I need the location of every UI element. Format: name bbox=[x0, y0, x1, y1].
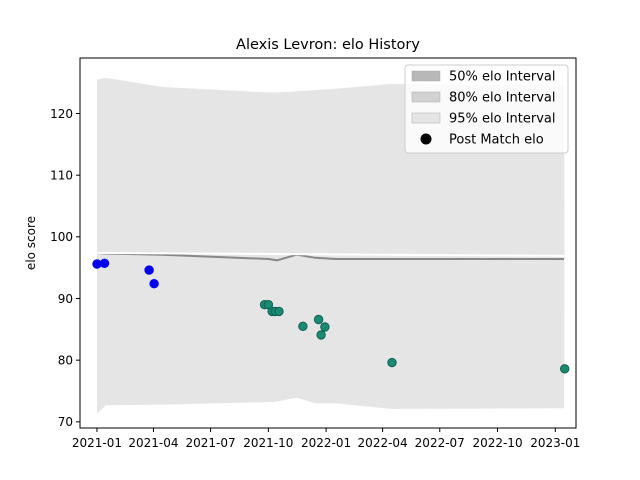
post-match-point bbox=[149, 279, 159, 289]
legend-swatch-95pct-elo-interval bbox=[411, 112, 441, 124]
legend-label: Post Match elo bbox=[449, 133, 544, 148]
post-match-point bbox=[313, 314, 324, 325]
y-tick-label: 110 bbox=[50, 168, 73, 182]
chart-title: Alexis Levron: elo History bbox=[236, 37, 420, 53]
legend-swatch-50pct-elo-interval bbox=[411, 70, 441, 82]
y-axis-label: elo score bbox=[24, 216, 38, 270]
y-tick-label: 120 bbox=[50, 107, 73, 121]
band-95pct-elo-interval bbox=[97, 77, 565, 414]
legend-label: 80% elo Interval bbox=[449, 91, 556, 106]
x-axis-ticks: 2021-01 2021-04 2021-07 2021-10 2022-01 2022-… bbox=[72, 428, 580, 450]
x-tick-label: 2022-04 bbox=[358, 436, 408, 450]
y-tick-label: 80 bbox=[58, 353, 73, 367]
post-match-point bbox=[144, 265, 154, 275]
legend: 50% elo Interval 80% elo Interval 95% elo … bbox=[404, 64, 569, 154]
post-match-point bbox=[560, 364, 570, 374]
legend-label: 50% elo Interval bbox=[449, 70, 556, 85]
y-tick-label: 100 bbox=[50, 230, 73, 244]
y-axis-ticks: 70 80 90 100 110 120 bbox=[50, 107, 80, 429]
y-tick-label: 70 bbox=[58, 415, 73, 429]
x-tick-label: 2022-10 bbox=[472, 436, 522, 450]
legend-swatch-80pct-elo-interval bbox=[411, 91, 441, 103]
x-tick-label: 2023-01 bbox=[530, 436, 580, 450]
post-match-points bbox=[92, 258, 570, 374]
x-tick-label: 2021-07 bbox=[186, 436, 236, 450]
y-tick-label: 90 bbox=[58, 292, 73, 306]
baseline-line bbox=[96, 251, 565, 257]
legend-marker-post-match-elo bbox=[420, 133, 432, 145]
legend-box bbox=[404, 64, 569, 154]
interval-bands bbox=[97, 77, 565, 414]
post-match-point bbox=[320, 322, 330, 332]
legend-label: 95% elo Interval bbox=[449, 112, 556, 127]
post-match-point bbox=[99, 258, 110, 268]
x-tick-label: 2021-04 bbox=[128, 436, 178, 450]
post-match-point bbox=[298, 321, 308, 331]
x-tick-label: 2021-10 bbox=[243, 436, 293, 450]
post-match-point bbox=[274, 306, 284, 317]
expected-lines bbox=[96, 251, 565, 262]
x-tick-label: 2021-01 bbox=[72, 436, 122, 450]
post-match-point bbox=[387, 357, 397, 368]
x-tick-label: 2022-01 bbox=[301, 436, 351, 450]
post-match-point bbox=[316, 330, 326, 340]
plot-frame bbox=[79, 57, 577, 429]
x-tick-label: 2022-07 bbox=[415, 436, 465, 450]
